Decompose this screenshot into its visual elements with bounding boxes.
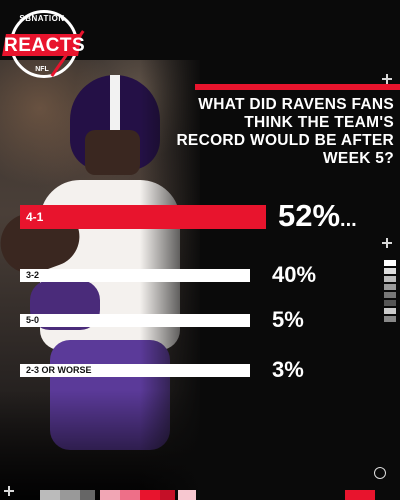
bar-label: 4-1 [26, 210, 44, 224]
accent-strip [195, 84, 400, 90]
sbnation-reacts-logo: SBNATION REACTS NFL [2, 6, 86, 80]
bar-5-0: 5-0 [20, 314, 250, 327]
helmet-stripe [110, 75, 120, 135]
crosshair-icon [382, 238, 392, 248]
color-strip [0, 490, 400, 500]
globe-icon [374, 467, 386, 479]
bar-2-3-or-worse: 2-3 or worse [20, 364, 250, 377]
crosshair-icon [4, 486, 14, 496]
logo-network: SBNATION [19, 14, 65, 23]
bar-label: 3-2 [26, 270, 40, 280]
bar-label: 2-3 or worse [26, 365, 92, 375]
value-label: 5% [272, 307, 304, 332]
value-label: 3% [272, 357, 304, 382]
player-face [85, 130, 140, 175]
bar-4-1: 4-1 [20, 205, 266, 229]
bar-3-2: 3-2 [20, 269, 250, 282]
value-label: 40% [272, 262, 317, 287]
poll-question: What did Ravens fans think the team's re… [176, 96, 394, 167]
grayscale-strip [384, 260, 396, 322]
crosshair-icon [382, 74, 392, 84]
value-label: 52%... [278, 198, 357, 233]
bar-label: 5-0 [26, 315, 40, 325]
logo-show: REACTS [4, 35, 86, 56]
logo-league: NFL [35, 66, 49, 73]
value-ellipsis: ... [340, 209, 357, 231]
